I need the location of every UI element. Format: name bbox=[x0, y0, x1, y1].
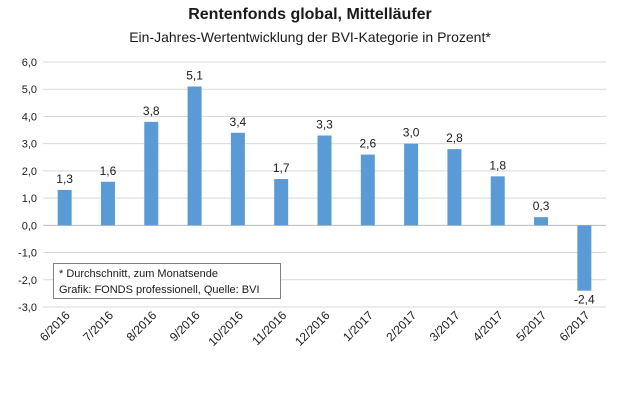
y-tick-label: 5,0 bbox=[22, 84, 37, 96]
x-tick-label: 6/2017 bbox=[557, 308, 593, 344]
x-tick-label: 12/2016 bbox=[292, 308, 333, 349]
bar bbox=[534, 217, 549, 226]
y-tick-label: -1,0 bbox=[18, 248, 37, 260]
x-tick-label: 1/2017 bbox=[340, 308, 376, 344]
x-tick-label: 11/2016 bbox=[249, 308, 289, 348]
bar bbox=[274, 179, 289, 226]
footnote-line-1: * Durchschnitt, zum Monatsende bbox=[59, 268, 218, 280]
bar bbox=[144, 121, 159, 226]
data-label: 3,0 bbox=[403, 126, 420, 140]
bar bbox=[360, 154, 375, 226]
y-tick-label: -2,0 bbox=[18, 275, 37, 287]
bar bbox=[404, 143, 419, 226]
data-label: 1,3 bbox=[56, 172, 73, 186]
x-tick-label: 5/2017 bbox=[513, 308, 549, 344]
y-tick-label: -3,0 bbox=[18, 302, 37, 314]
y-tick-label: 4,0 bbox=[22, 111, 37, 123]
x-tick-label: 6/2016 bbox=[37, 308, 73, 344]
footnote-box: * Durchschnitt, zum Monatsende Grafik: F… bbox=[53, 263, 281, 299]
y-tick-label: 6,0 bbox=[22, 57, 37, 69]
data-label: 2,6 bbox=[359, 137, 376, 151]
data-label: 1,7 bbox=[273, 161, 290, 175]
data-label: 3,4 bbox=[230, 115, 247, 129]
data-label: 2,8 bbox=[446, 131, 463, 145]
bar bbox=[490, 176, 505, 226]
data-label: 1,8 bbox=[489, 158, 506, 172]
data-label: -2,4 bbox=[574, 293, 595, 307]
x-tick-label: 10/2016 bbox=[205, 308, 246, 349]
bar bbox=[577, 225, 592, 291]
y-tick-label: 0,0 bbox=[22, 220, 37, 232]
bar bbox=[317, 135, 332, 226]
data-label: 0,3 bbox=[533, 199, 550, 213]
data-label: 1,6 bbox=[100, 164, 117, 178]
bar bbox=[187, 86, 202, 226]
y-tick-label: 2,0 bbox=[22, 166, 37, 178]
chart-subtitle: Ein-Jahres-Wertentwicklung der BVI-Kateg… bbox=[129, 29, 491, 45]
bar bbox=[57, 189, 72, 226]
x-tick-label: 2/2017 bbox=[383, 308, 419, 344]
x-tick-label: 9/2016 bbox=[167, 308, 203, 344]
footnote-line-2: Grafik: FONDS professionell, Quelle: BVI bbox=[59, 284, 260, 296]
data-label: 3,8 bbox=[143, 104, 160, 118]
bar bbox=[230, 132, 245, 226]
bar bbox=[447, 149, 462, 226]
x-tick-label: 4/2017 bbox=[470, 308, 506, 344]
y-tick-label: 3,0 bbox=[22, 139, 37, 151]
x-tick-label: 8/2016 bbox=[124, 308, 160, 344]
data-label: 5,1 bbox=[186, 69, 203, 83]
x-tick-label: 3/2017 bbox=[427, 308, 463, 344]
bar bbox=[100, 181, 115, 226]
data-label: 3,3 bbox=[316, 118, 333, 132]
x-tick-label: 7/2016 bbox=[80, 308, 116, 344]
chart-title: Rentenfonds global, Mittelläufer bbox=[188, 6, 432, 23]
y-tick-label: 1,0 bbox=[22, 193, 37, 205]
